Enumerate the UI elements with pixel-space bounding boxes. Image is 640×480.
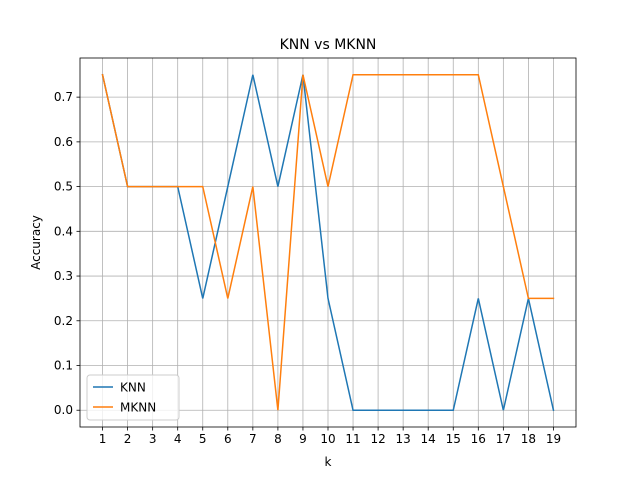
x-tick-label: 1 [99,432,107,446]
x-tick-label: 16 [471,432,486,446]
legend-label: KNN [120,381,146,395]
series-lines [101,73,555,412]
y-tick-label: 0.0 [54,403,73,417]
y-tick-label: 0.6 [54,135,73,149]
y-tick-label: 0.7 [54,90,73,104]
x-tick-label: 3 [149,432,157,446]
x-tick-label: 19 [546,432,561,446]
x-tick-label: 14 [421,432,436,446]
x-tick-label: 13 [396,432,411,446]
x-tick-label: 9 [299,432,307,446]
x-tick-label: 12 [370,432,385,446]
x-tick-label: 10 [320,432,335,446]
y-tick-label: 0.3 [54,269,73,283]
y-axis-label: Accuracy [29,215,43,270]
x-tick-label: 18 [521,432,536,446]
y-tick-label: 0.5 [54,180,73,194]
x-tick-label: 4 [174,432,182,446]
x-tick-label: 6 [224,432,232,446]
y-tick-label: 0.1 [54,359,73,373]
y-axis-ticks: 0.0 0.1 0.2 0.3 0.4 0.5 0.6 0.7 [54,90,80,417]
x-tick-label: 15 [446,432,461,446]
x-tick-label: 7 [249,432,257,446]
x-tick-label: 11 [345,432,360,446]
x-tick-label: 8 [274,432,282,446]
legend: KNN MKNN [86,374,180,421]
x-tick-label: 17 [496,432,511,446]
grid-lines [80,58,576,427]
x-axis-label: k [325,455,332,469]
y-tick-label: 0.4 [54,224,73,238]
chart-title: KNN vs MKNN [280,37,377,53]
x-tick-label: 5 [199,432,207,446]
x-tick-label: 2 [124,432,132,446]
series-line-mknn [101,73,555,411]
y-tick-label: 0.2 [54,314,73,328]
x-axis-ticks: 1 2 3 4 5 6 7 8 9 10 11 12 13 14 15 16 17 18 19 [99,427,561,446]
legend-label: MKNN [120,401,156,415]
